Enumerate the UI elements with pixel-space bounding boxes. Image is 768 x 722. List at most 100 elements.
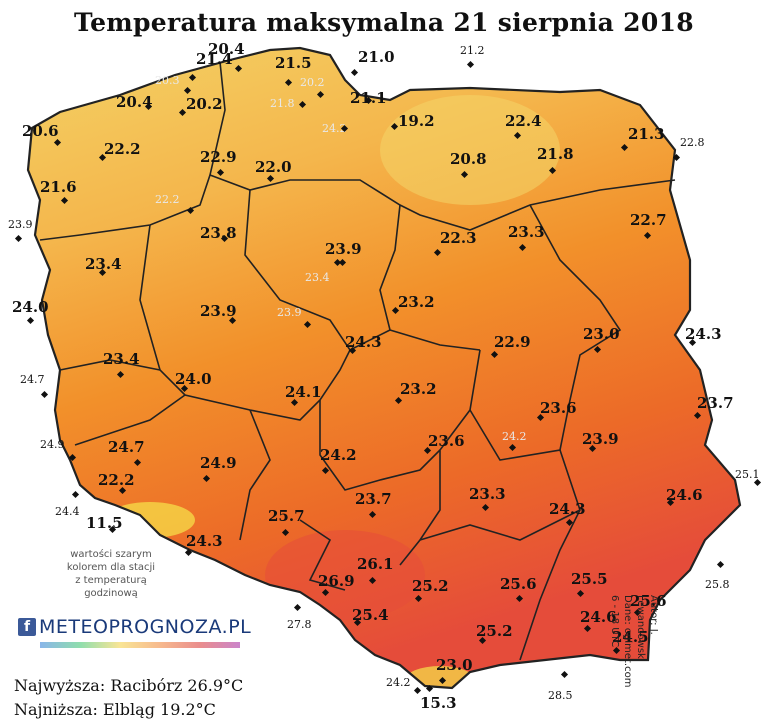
station-value: 23.4 [85,255,122,273]
station-value: 23.9 [582,430,619,448]
station-value: 24.7 [108,438,145,456]
station-value: 23.2 [398,293,435,311]
legend-line: godzinową [84,588,138,599]
station-value: 24.7 [20,373,45,386]
station-value: 24.3 [549,500,586,518]
voivodeship-border [74,394,186,446]
station-value: 23.6 [428,432,465,450]
brand-color-strip [40,642,240,648]
legend-note: wartości szarym kolorem dla stacji z tem… [52,548,170,600]
station-value: 23.4 [103,350,140,368]
station-value: 26.1 [357,555,394,573]
legend-line: kolorem dla stacji [66,562,156,573]
station-value: 24.9 [40,438,65,451]
station-value: 25.8 [705,578,730,591]
voivodeship-border [299,519,346,591]
credit-time-window: 6 - 18 UTC [609,595,620,648]
station-value: 21.8 [537,145,574,163]
station-value: 21.5 [275,54,312,72]
station-value: 25.6 [500,575,537,593]
station-value: 22.7 [630,211,667,229]
min-temp-stat: Najniższa: Elbląg 19.2°C [14,700,216,719]
voivodeship-border [59,359,161,371]
station-value: 25.5 [571,570,608,588]
station-value: 24.6 [580,608,617,626]
facebook-icon[interactable]: f [18,618,36,636]
station-value: 25.1 [735,468,760,481]
brand-logo[interactable]: f METEOPROGNOZA.PL [18,614,251,640]
station-value: 23.7 [355,490,392,508]
brand-name: METEOPROGNOZA.PL [39,616,252,638]
station-value: 24.2 [322,122,347,135]
station-value: 22.2 [104,140,141,158]
station-value: 27.8 [287,618,312,631]
station-value: 23.0 [436,656,473,674]
station-value: 20.2 [186,95,223,113]
station-value: 23.2 [400,380,437,398]
station-value: 24.9 [200,454,237,472]
station-value: 22.0 [255,158,292,176]
station-value: 25.4 [352,606,389,624]
voivodeship-border [39,61,226,241]
credit-author: Autor: J. Lewandowski [635,595,659,662]
country-fill [28,48,740,688]
station-value: 20.4 [208,40,245,58]
station-value: 24.3 [685,325,722,343]
station-value: 21.6 [40,178,77,196]
voivodeship-border [419,509,581,541]
voivodeship-border [399,349,481,566]
station-value: 21.0 [358,48,395,66]
legend-line: z temperaturą [75,575,147,586]
station-value: 25.6 [630,592,667,610]
station-value: 22.2 [98,471,135,489]
station-value: 21.2 [460,44,485,57]
station-value: 24.3 [345,333,382,351]
cool-zone [380,95,560,205]
station-value: 26.9 [318,572,355,590]
station-value: 24.2 [386,676,411,689]
station-value: 23.7 [697,394,734,412]
station-value: 22.3 [440,229,477,247]
station-value: 23.9 [200,302,237,320]
voivodeship-border [209,174,676,231]
credit-data-source: Dane: ogimet.com [622,595,633,688]
voivodeship-borders [39,61,676,661]
voivodeship-border [379,204,481,351]
station-value: 23.9 [8,218,33,231]
station-value: 24.0 [175,370,212,388]
voivodeship-border [244,189,391,352]
station-value: 23.3 [508,223,545,241]
station-value: 19.2 [398,112,435,130]
station-value: 23.4 [305,271,330,284]
station-value: 24.6 [666,486,703,504]
station-value: 21.8 [270,97,295,110]
station-value: 23.9 [325,240,362,258]
map-title: Temperatura maksymalna 21 sierpnia 2018 [74,8,694,37]
station-value: 22.4 [505,112,542,130]
station-value: 22.8 [680,136,705,149]
credits: Autor: J. Lewandowski Dane: ogimet.com 6… [609,595,660,695]
station-value: 24.1 [285,383,322,401]
station-value: 22.9 [494,333,531,351]
station-value: 24.2 [502,430,527,443]
station-value: 22.9 [200,148,237,166]
max-temp-stat: Najwyższa: Racibórz 26.9°C [14,676,244,695]
station-value: 23.6 [540,399,577,417]
station-value: 25.2 [412,577,449,595]
station-value: 28.5 [548,689,573,702]
station-value: 21.3 [628,125,665,143]
station-value: 23.0 [583,325,620,343]
station-value: 20.8 [450,150,487,168]
station-value: 21.4 [196,50,233,68]
station-value: 23.9 [277,306,302,319]
voivodeship-border [319,400,441,491]
station-value: 23.3 [469,485,506,503]
station-value: 25.7 [268,507,305,525]
station-value: 11.5 [86,514,123,532]
station-value: 24.5 [612,628,649,646]
voivodeship-border [239,409,271,541]
station-value: 15.3 [420,694,457,712]
station-value: 25.2 [476,622,513,640]
voivodeship-border [469,204,622,461]
